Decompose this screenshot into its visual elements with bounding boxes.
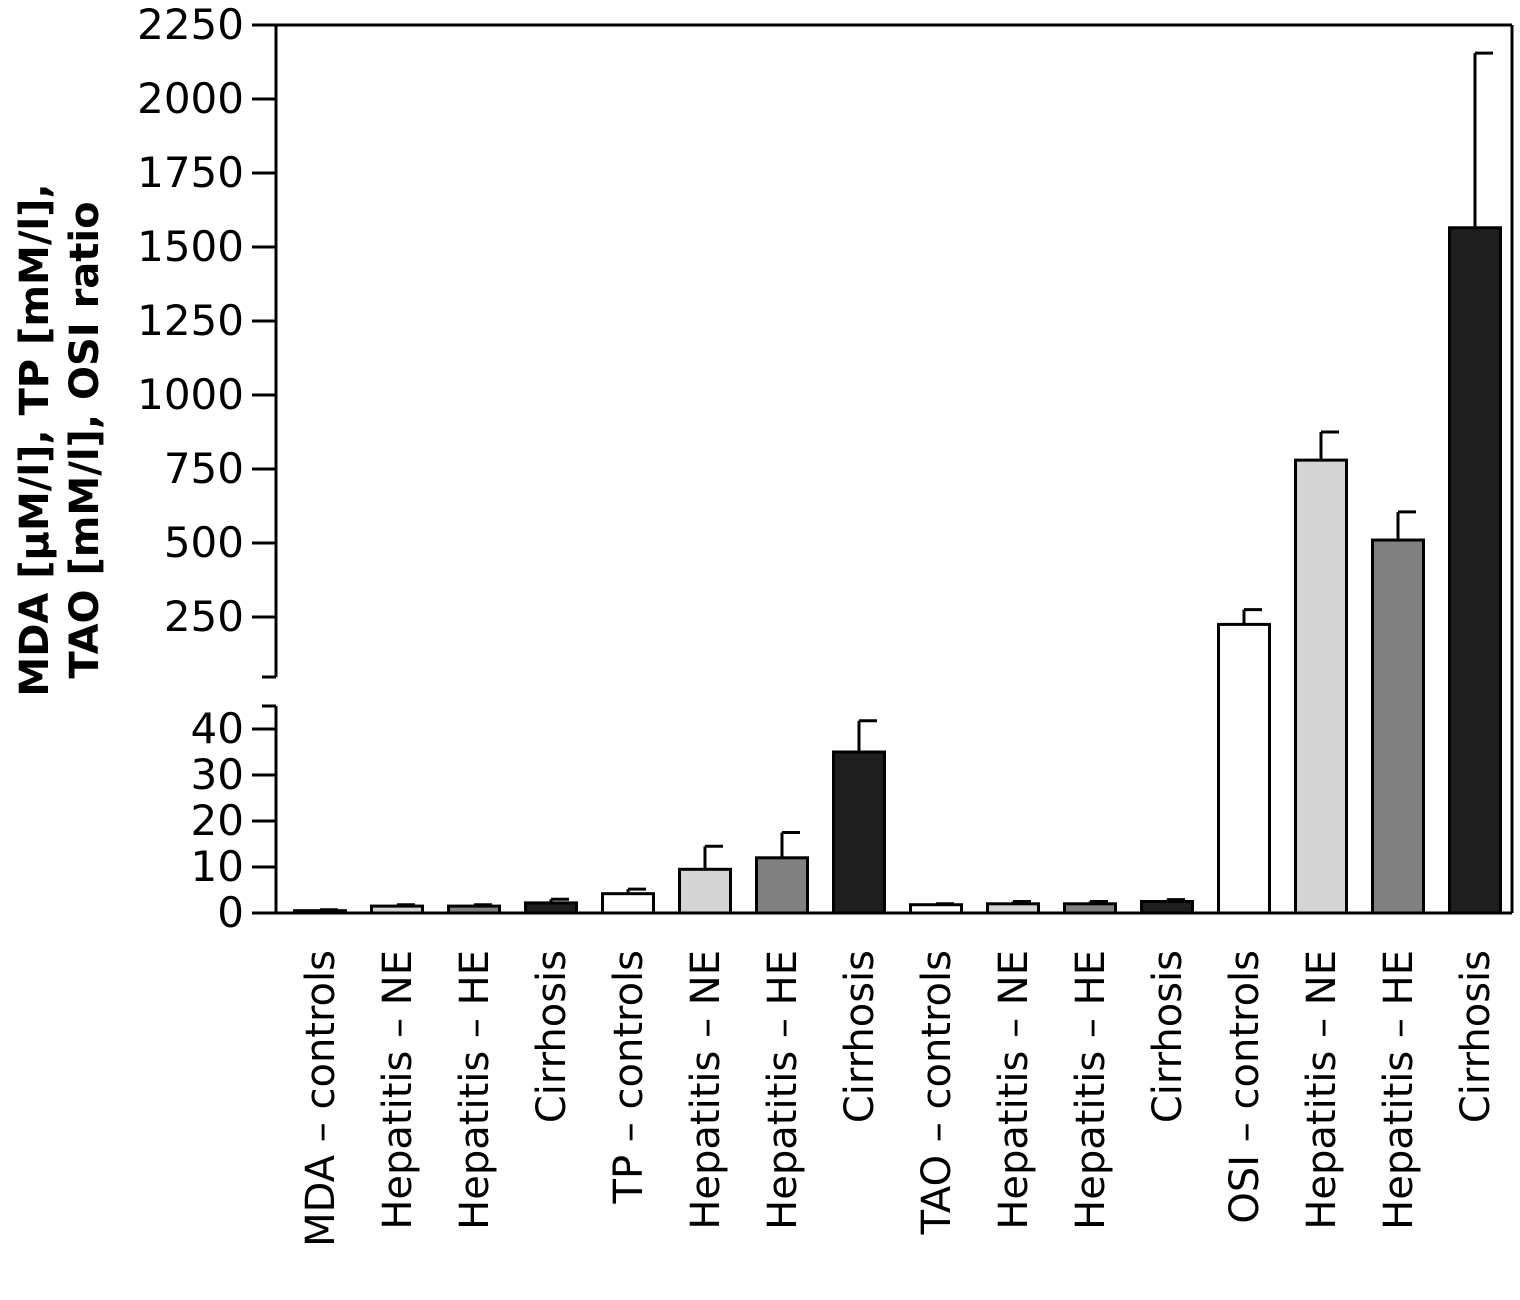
- bar: [1371, 538, 1425, 915]
- category-label: Hepatitis – NE: [991, 950, 1037, 1230]
- y-axis-title-line-2: TAO [mM/l], OSI ratio: [62, 201, 108, 678]
- category-labels: MDA – controls Hepatitis – NE Hepatitis – …: [298, 950, 1499, 1247]
- y-tick-label-upper: 1250: [137, 296, 244, 345]
- category-label: Hepatitis – HE: [452, 950, 498, 1230]
- y-tick-label-lower: 0: [217, 888, 244, 937]
- y-tick-label-lower: 20: [191, 796, 244, 845]
- category-label: Cirrhosis: [529, 950, 575, 1123]
- bar: [1140, 900, 1194, 915]
- category-label: Cirrhosis: [837, 950, 883, 1123]
- y-tick-label-lower: 30: [191, 750, 244, 799]
- category-label: TP – controls: [606, 950, 652, 1204]
- y-tick-label-lower: 10: [191, 842, 244, 891]
- category-label: Cirrhosis: [1145, 950, 1191, 1123]
- y-tick-label-upper: 2000: [137, 74, 244, 123]
- bar: [524, 901, 578, 915]
- y-tick-label-upper: 1500: [137, 222, 244, 271]
- bar: [678, 867, 732, 915]
- y-tick-label-upper: 1000: [137, 370, 244, 419]
- category-label: Hepatitis – NE: [375, 950, 421, 1230]
- bar: [1294, 458, 1348, 915]
- bar: [370, 904, 424, 915]
- y-axis-title-line-1: MDA [µM/l], TP [mM/l],: [12, 183, 58, 696]
- y-tick-label-upper: 2250: [137, 0, 244, 49]
- category-label: Hepatitis – HE: [760, 950, 806, 1230]
- category-label: MDA – controls: [298, 950, 344, 1247]
- y-tick-labels: 250 500 750 1000 1250 1500 1750 2000 2250 0102030…: [137, 0, 244, 937]
- y-tick-label-upper: 250: [164, 592, 244, 641]
- bar: [1448, 226, 1502, 915]
- y-axis-title: MDA [µM/l], TP [mM/l], TAO [mM/l], OSI r…: [12, 183, 108, 696]
- category-label: TAO – controls: [914, 950, 960, 1235]
- bar: [909, 903, 963, 915]
- category-label: Hepatitis – NE: [683, 950, 729, 1230]
- y-tick-label-upper: 750: [164, 444, 244, 493]
- bars: [293, 51, 1502, 915]
- bar: [755, 856, 809, 915]
- y-tick-label-upper: 500: [164, 518, 244, 567]
- category-label: Cirrhosis: [1453, 950, 1499, 1123]
- bar: [601, 892, 655, 915]
- bar: [1217, 622, 1271, 915]
- bar: [986, 902, 1040, 915]
- category-label: Hepatitis – NE: [1299, 950, 1345, 1230]
- category-label: Hepatitis – HE: [1068, 950, 1114, 1230]
- y-tick-label-upper: 1750: [137, 148, 244, 197]
- category-label: Hepatitis – HE: [1376, 950, 1422, 1230]
- category-label: OSI – controls: [1222, 950, 1268, 1224]
- bar: [832, 750, 886, 915]
- bar: [447, 904, 501, 915]
- bar: [1063, 902, 1117, 915]
- y-tick-label-lower: 40: [191, 704, 244, 753]
